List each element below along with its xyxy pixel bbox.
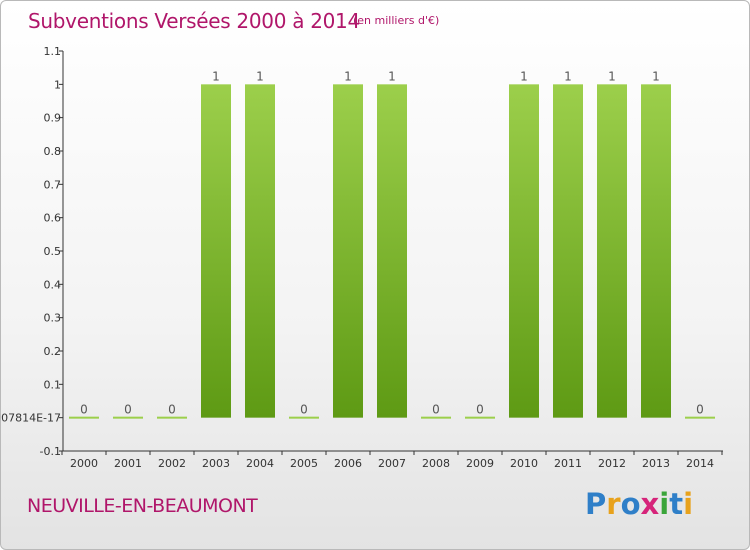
x-tick-label: 2005 [290,457,318,470]
x-tick-label: 2002 [158,457,186,470]
data-label: 1 [652,69,660,83]
bar [465,416,495,419]
y-tick-label: -0.1 [40,445,61,458]
data-label: 1 [564,69,572,83]
x-tick-label: 2014 [686,457,714,470]
y-tick-label: 0.2 [44,345,62,358]
bar [245,84,275,418]
x-tick-label: 2009 [466,457,494,470]
data-label: 1 [344,69,352,83]
data-label: 1 [256,69,264,83]
y-tick-label: 0.1 [44,378,62,391]
x-tick-label: 2006 [334,457,362,470]
bar [553,84,583,418]
logo-letter: i [683,487,694,521]
x-tick-label: 2011 [554,457,582,470]
x-tick-label: 2003 [202,457,230,470]
x-tick-label: 2013 [642,457,670,470]
bar [113,416,143,419]
bar [685,416,715,419]
y-tick-label: 0.3 [44,312,62,325]
bar [597,84,627,418]
data-label: 0 [168,403,176,417]
y-tick-label: 0.4 [44,278,62,291]
data-label: 1 [608,69,616,83]
data-label: 0 [432,403,440,417]
data-label: 1 [212,69,220,83]
bar [157,416,187,419]
logo-letter: i [659,487,670,521]
logo-letter: x [640,487,660,521]
x-tick-label: 2004 [246,457,274,470]
logo-letter: P [585,487,607,521]
data-label: 0 [300,403,308,417]
logo-letter: t [669,487,684,521]
bar [69,416,99,419]
x-tick-label: 2008 [422,457,450,470]
bar [377,84,407,418]
bar [421,416,451,419]
x-tick-label: 2000 [70,457,98,470]
data-label: 1 [388,69,396,83]
x-tick-label: 2012 [598,457,626,470]
bar [201,84,231,418]
x-tick-label: 2001 [114,457,142,470]
bar [641,84,671,418]
chart-unit: (en milliers d'€) [353,14,440,27]
y-tick-label: 0.8 [44,145,62,158]
bar [289,416,319,419]
bar [333,84,363,418]
logo-letter: o [620,487,641,521]
y-tick-label: 0.5 [44,245,62,258]
data-label: 0 [124,403,132,417]
x-tick-label: 2010 [510,457,538,470]
chart-title: Subventions Versées 2000 à 2014 [28,9,360,33]
y-tick-label: 0.7 [44,178,62,191]
data-label: 0 [80,403,88,417]
proxiti-logo: Proxiti [585,487,693,521]
data-label: 0 [696,403,704,417]
y-tick-label: 0.6 [44,212,62,225]
y-tick-label: 1 [54,78,61,91]
data-label: 0 [476,403,484,417]
data-label: 1 [520,69,528,83]
bar [509,84,539,418]
y-tick-label: 0.9 [44,112,62,125]
x-tick-label: 2007 [378,457,406,470]
y-tick-label: 1.3877787807814E-17 [1,412,61,425]
y-tick-label: 1.1 [44,45,62,58]
logo-letter: r [606,487,621,521]
commune-name: NEUVILLE-EN-BEAUMONT [27,495,258,517]
